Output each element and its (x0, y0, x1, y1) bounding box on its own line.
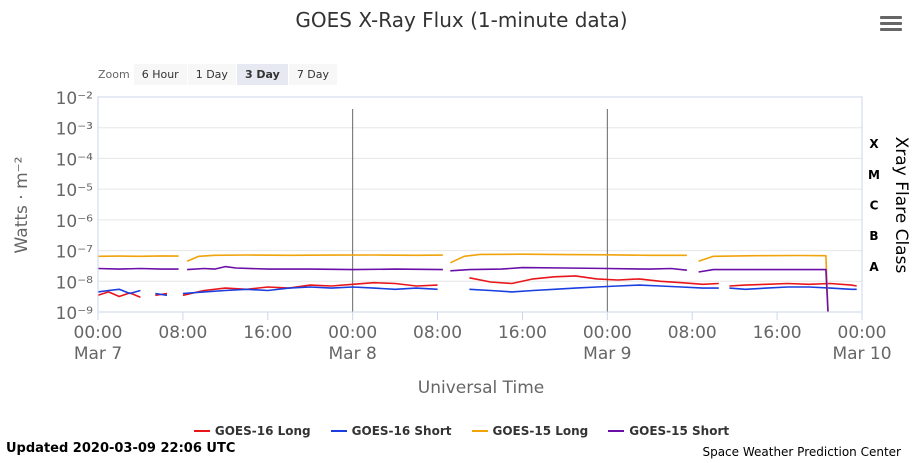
x-tick-time-label: 00:00 (328, 323, 377, 343)
legend-label: GOES-15 Short (629, 424, 730, 438)
x-tick-date-label: Mar 8 (329, 344, 377, 364)
menu-bar (880, 22, 902, 25)
legend-label: GOES-16 Short (351, 424, 452, 438)
legend-item-goes15-long[interactable]: GOES-15 Long (471, 424, 589, 438)
y-tick-label: 10⁻³ (56, 120, 93, 140)
menu-bar (880, 16, 902, 19)
x-tick-date-label: Mar 10 (832, 344, 891, 364)
credit-text: Space Weather Prediction Center (702, 445, 901, 459)
series-goes-16-short (97, 284, 857, 297)
y-tick-label: 10⁻² (56, 89, 93, 109)
y-tick-label: 10⁻⁴ (56, 150, 94, 170)
legend-item-goes16-long[interactable]: GOES-16 Long (193, 424, 311, 438)
series-goes-15-short (97, 265, 829, 313)
x-axis-title: Universal Time (418, 378, 544, 398)
zoom-3-day-button[interactable]: 3 Day (236, 63, 288, 85)
series-line (186, 254, 443, 262)
series-line (187, 265, 443, 271)
legend-swatch (193, 430, 210, 432)
x-tick-time-label: 08:00 (413, 323, 462, 343)
flare-class-label: B (869, 229, 878, 243)
zoom-6-hour-button[interactable]: 6 Hour (133, 63, 187, 85)
x-tick-time-label: 08:00 (158, 323, 207, 343)
legend-label: GOES-15 Long (492, 424, 589, 438)
series-line (698, 254, 829, 313)
y-tick-label: 10⁻⁸ (56, 273, 94, 293)
y-tick-label: 10⁻⁵ (56, 181, 93, 201)
y-tick-label: 10⁻⁹ (56, 304, 94, 324)
x-tick-time-label: 16:00 (498, 323, 547, 343)
legend-label: GOES-16 Long (214, 424, 311, 438)
series-line (97, 288, 141, 295)
flare-class-label: X (869, 137, 879, 151)
series-line (449, 253, 687, 264)
x-tick-time-label: 16:00 (753, 323, 802, 343)
series-line (97, 267, 179, 270)
y-tick-label: 10⁻⁷ (56, 243, 94, 263)
flare-class-label: C (870, 199, 879, 213)
series-goes-15-long (97, 253, 829, 313)
chart-menu-icon[interactable] (880, 16, 902, 36)
series-lines (97, 253, 857, 313)
legend-swatch (471, 430, 488, 432)
series-line (155, 292, 168, 297)
series-line (469, 275, 719, 286)
series-line (450, 266, 687, 272)
day-markers (352, 109, 608, 312)
menu-bar (880, 28, 902, 31)
series-line (182, 286, 438, 295)
zoom-bar: Zoom 6 Hour 1 Day 3 Day 7 Day (98, 63, 338, 85)
plot-border (97, 96, 863, 313)
zoom-7-day-button[interactable]: 7 Day (288, 63, 338, 85)
series-line (182, 281, 438, 297)
flare-class-label: A (869, 260, 879, 274)
legend-item-goes16-short[interactable]: GOES-16 Short (330, 424, 452, 438)
legend-item-goes15-short[interactable]: GOES-15 Short (608, 424, 729, 438)
x-tick-time-label: 08:00 (668, 323, 717, 343)
series-line (698, 268, 829, 313)
x-tick-date-label: Mar 9 (583, 344, 631, 364)
axis-labels: 10⁻⁹10⁻⁸10⁻⁷10⁻⁶10⁻⁵10⁻⁴10⁻³10⁻²00:00Mar… (12, 89, 911, 398)
x-tick-time-label: 00:00 (74, 323, 123, 343)
legend: GOES-16 Long GOES-16 Short GOES-15 Long … (0, 424, 923, 438)
chart-title: GOES X-Ray Flux (1-minute data) (295, 8, 628, 32)
x-tick-time-label: 00:00 (838, 323, 887, 343)
updated-timestamp: Updated 2020-03-09 22:06 UTC (6, 441, 236, 456)
y-axis-title: Watts · m⁻² (12, 157, 32, 254)
flare-class-label: M (868, 168, 880, 182)
legend-swatch (330, 430, 347, 432)
legend-swatch (608, 430, 625, 432)
x-tick-date-label: Mar 7 (74, 344, 122, 364)
series-line (729, 286, 857, 291)
y-right-axis-title: Xray Flare Class (891, 137, 911, 274)
series-line (469, 284, 719, 293)
series-line (97, 291, 141, 299)
series-goes-16-long (97, 275, 857, 299)
axes (97, 96, 863, 320)
series-line (729, 282, 857, 287)
zoom-1-day-button[interactable]: 1 Day (187, 63, 236, 85)
y-tick-label: 10⁻⁶ (56, 212, 94, 232)
x-tick-time-label: 00:00 (583, 323, 632, 343)
x-tick-time-label: 16:00 (243, 323, 292, 343)
zoom-label: Zoom (98, 67, 130, 81)
